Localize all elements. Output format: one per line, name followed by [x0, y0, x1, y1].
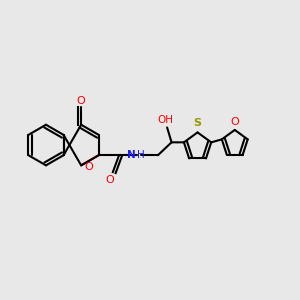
Text: S: S	[194, 118, 202, 128]
Text: O: O	[77, 96, 85, 106]
Text: N: N	[127, 150, 136, 160]
Text: OH: OH	[158, 116, 174, 125]
Text: O: O	[230, 117, 239, 127]
Text: O: O	[106, 175, 114, 184]
Text: O: O	[85, 162, 94, 172]
Text: H: H	[137, 150, 145, 160]
